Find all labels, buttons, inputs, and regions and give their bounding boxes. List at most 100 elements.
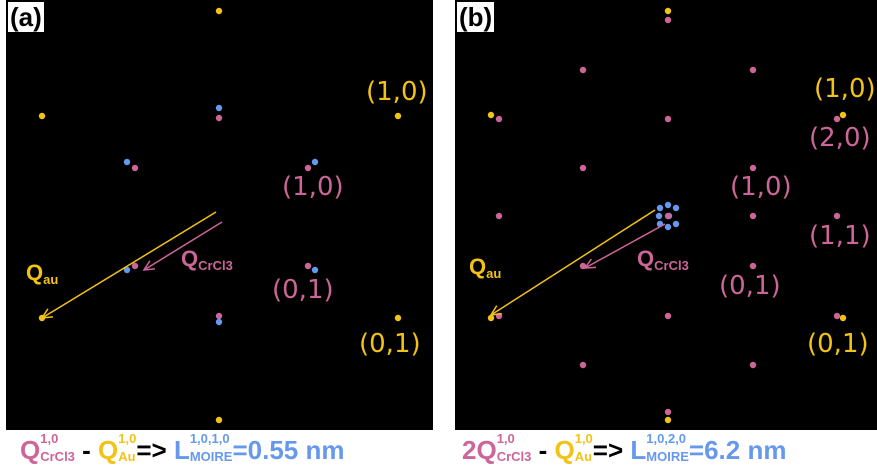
au-lattice-dot: [38, 112, 46, 120]
panel-b-arrows: [489, 209, 666, 316]
formula-b-q1: 2Q: [462, 435, 497, 465]
formula-b-arrow: =>: [592, 435, 631, 465]
q-crcl3-sub-b: CrCl3: [654, 258, 689, 273]
au-lattice-dot-b: [664, 7, 672, 15]
panel-a-lattice: [38, 7, 402, 424]
moire-lattice-dot: [311, 266, 319, 274]
crcl3-lattice-dot: [215, 114, 223, 122]
au-miller-0-1-label-b: (0,1): [807, 329, 869, 359]
formula-a-q2-sub: Au: [118, 449, 136, 464]
formula-b: 2Q 1,0 CrCl3 - Q 1,0 Au => L 1,0,2,0 MOIRE =6.2 …: [462, 426, 786, 474]
crcl3-center-dot-b: [664, 212, 672, 220]
crcl3-lattice-dot-b: [749, 262, 757, 270]
formula-a-arrow: =>: [136, 435, 174, 465]
moire-lattice-dot: [123, 266, 131, 274]
crcl3-lattice-dot-b: [579, 164, 587, 172]
panel-b: (b) (1,0) (2,0) (1,0) (1,1) (0,1) (0,1) …: [455, 0, 877, 430]
moire-lattice-dot: [215, 104, 223, 112]
q-au-sub-b: au: [486, 266, 502, 281]
crcl3-lattice-dot-b: [579, 66, 587, 74]
moire-lattice-dot-b: [672, 220, 680, 228]
moire-lattice-dot: [123, 158, 131, 166]
formula-a-q1-sub: CrCl3: [40, 449, 75, 464]
crcl3-lattice-dot-b: [833, 115, 841, 123]
formula-b-l-sup: 1,0,2,0: [646, 431, 687, 446]
formula-a-l: L: [173, 435, 190, 465]
formula-a-l-sub: MOIRE: [189, 449, 233, 464]
formula-a-minus: -: [74, 435, 99, 465]
moire-lattice-dot-b: [664, 201, 672, 209]
q-au-main-b: Q: [469, 254, 487, 279]
crcl3-lattice-dot: [131, 262, 139, 270]
crcl3-miller-0-1-label: (0,1): [272, 275, 334, 305]
moire-lattice-dot: [215, 318, 223, 326]
q-au-main: Q: [26, 260, 44, 285]
q-crcl3-label: QCrCl3: [181, 246, 233, 273]
moire-lattice-dot-b: [655, 212, 663, 220]
formula-a-l-scripts: 1,0,1,0 MOIRE: [190, 432, 233, 464]
q-crcl3-main-b: Q: [637, 246, 655, 271]
formula-b-minus: -: [531, 435, 555, 465]
crcl3-lattice-dot-b: [664, 115, 672, 123]
au-lattice-dot-b: [487, 314, 495, 322]
q-au-arrow-b: [490, 209, 656, 316]
crcl3-lattice-dot-b: [664, 312, 672, 320]
crcl3-lattice-dot-b: [664, 16, 672, 24]
crcl3-lattice-dot-b: [833, 212, 841, 220]
q-au-label-b: Qau: [469, 254, 502, 281]
moire-lattice-dot-b: [672, 204, 680, 212]
crcl3-lattice-dot-b: [579, 361, 587, 369]
formula-a-q2-sup: 1,0: [118, 431, 137, 446]
au-lattice-dot: [394, 314, 402, 322]
q-crcl3-arrow-b: [584, 223, 666, 269]
q-crcl3-label-b: QCrCl3: [637, 246, 689, 273]
au-lattice-dot-b: [664, 416, 672, 424]
q-crcl3-sub: CrCl3: [198, 258, 233, 273]
crcl3-lattice-dot-b: [833, 312, 841, 320]
q-au-arrow-head: [40, 308, 54, 319]
panel-a: (a) (1,0) (0,1) (1,0) (0,1) Qau QCrCl3: [6, 0, 433, 430]
moire-lattice-dot: [311, 158, 319, 166]
panel-b-label: (b): [457, 2, 495, 32]
crcl3-lattice-dot-b: [664, 408, 672, 416]
panel-b-dots: [487, 7, 847, 424]
moire-lattice-dot-b: [664, 223, 672, 231]
formula-b-q1-sub: CrCl3: [496, 449, 532, 464]
formula-b-q2-scripts: 1,0 Au: [575, 432, 593, 464]
crcl3-lattice-dot: [304, 164, 312, 172]
formula-b-l-scripts: 1,0,2,0 MOIRE: [646, 432, 689, 464]
au-lattice-dot-b: [839, 314, 847, 322]
au-lattice-dot: [215, 7, 223, 15]
q-au-arrow-b-head: [489, 305, 503, 316]
q-au-sub: au: [43, 272, 59, 287]
q-au-arrow: [41, 211, 217, 319]
crcl3-lattice-dot-b: [749, 164, 757, 172]
crcl3-lattice-dot-b: [749, 361, 757, 369]
crcl3-lattice-dot-b: [495, 115, 503, 123]
crcl3-lattice-dot-b: [749, 212, 757, 220]
panel-a-dots: [38, 7, 402, 424]
au-lattice-dot: [215, 416, 223, 424]
panel-b-lattice: [487, 7, 847, 424]
formula-b-q2-sup: 1,0: [574, 431, 593, 446]
au-lattice-dot-b: [487, 111, 495, 119]
panel-a-label: (a): [8, 2, 44, 32]
formula-a-q1-sup: 1,0: [40, 431, 59, 446]
crcl3-lattice-dot: [304, 262, 312, 270]
crcl3-miller-0-1-label-b: (0,1): [719, 271, 781, 301]
au-miller-0-1-label: (0,1): [359, 329, 421, 359]
q-crcl3-arrow-b-head: [583, 258, 597, 269]
crcl3-lattice-dot: [131, 164, 139, 172]
au-miller-1-0-label: (1,0): [366, 77, 428, 107]
formula-b-value: =6.2 nm: [688, 435, 787, 465]
q-crcl3-main: Q: [181, 246, 199, 271]
formula-b-l-sub: MOIRE: [646, 449, 689, 464]
crcl3-lattice-dot-b: [749, 66, 757, 74]
crcl3-miller-1-0-label: (1,0): [282, 172, 344, 202]
au-lattice-dot-b: [839, 111, 847, 119]
formula-a-l-sup: 1,0,1,0: [189, 431, 230, 446]
formula-a-q1-scripts: 1,0 CrCl3: [40, 432, 75, 464]
au-lattice-dot: [394, 112, 402, 120]
crcl3-miller-1-0-label-b: (1,0): [730, 172, 792, 202]
formula-b-q1-scripts: 1,0 CrCl3: [497, 432, 532, 464]
